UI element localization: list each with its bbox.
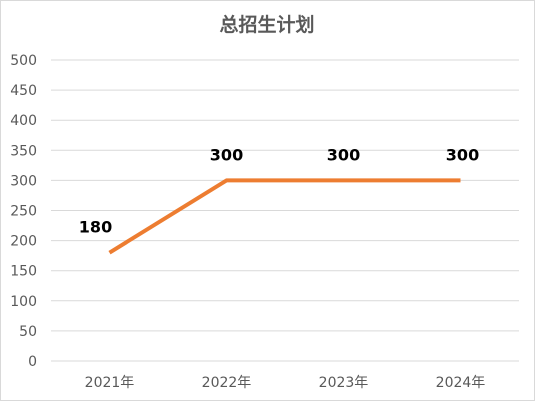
y-tick-label: 200 (10, 234, 37, 250)
x-tick-label: 2023年 (319, 375, 369, 391)
x-axis-ticks: 2021年 2022年 2023年 2024年 (85, 375, 486, 391)
series-line (108, 178, 461, 255)
y-tick-label: 400 (10, 113, 37, 129)
y-tick-label: 450 (10, 83, 37, 99)
chart-title: 总招生计划 (219, 13, 314, 36)
y-tick-label: 0 (28, 354, 37, 370)
y-tick-label: 150 (10, 264, 37, 280)
data-labels: 180 300 300 300 (79, 145, 479, 236)
series (108, 178, 461, 255)
x-tick-label: 2022年 (202, 375, 252, 391)
x-tick-label: 2024年 (436, 375, 486, 391)
y-axis-ticks: 0 50 100 150 200 250 300 350 400 450 500 (10, 53, 37, 370)
data-label: 300 (327, 145, 360, 164)
y-tick-label: 500 (10, 53, 37, 69)
data-label: 300 (446, 145, 479, 164)
data-label: 300 (210, 145, 243, 164)
gridlines (51, 59, 519, 362)
y-tick-label: 50 (19, 324, 37, 340)
y-tick-label: 350 (10, 143, 37, 159)
y-tick-label: 250 (10, 204, 37, 220)
y-tick-label: 300 (10, 173, 37, 189)
x-tick-label: 2021年 (85, 375, 135, 391)
y-tick-label: 100 (10, 294, 37, 310)
data-label: 180 (79, 218, 112, 237)
